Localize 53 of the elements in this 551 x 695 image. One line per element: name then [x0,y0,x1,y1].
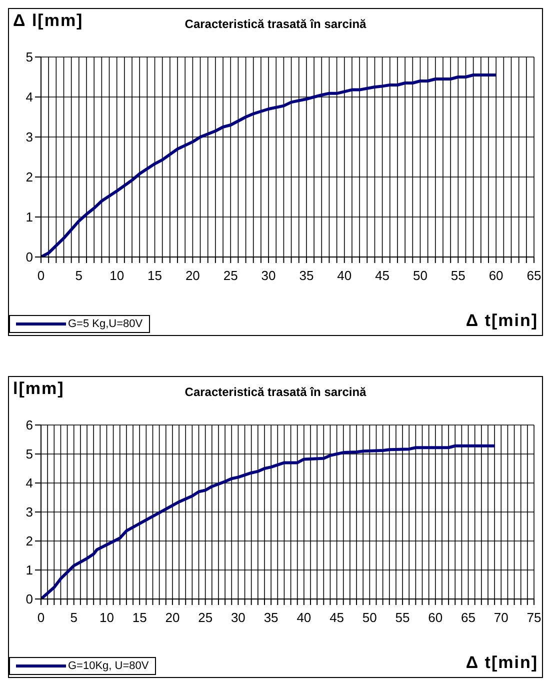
x-tick-label: 10 [100,610,114,626]
x-tick-label: 20 [185,268,200,284]
y-tick-label: 3 [26,130,33,145]
x-axis-title: Δ t[min] [466,653,538,673]
y-tick-label: 6 [26,418,33,433]
x-tick-label: 50 [362,610,377,626]
y-tick-label: 5 [26,446,33,462]
x-tick-label: 50 [412,268,428,284]
x-tick-label: 10 [110,268,124,284]
x-tick-label: 60 [428,610,443,626]
x-tick-label: 30 [230,610,246,626]
x-tick-label: 15 [132,610,147,626]
x-tick-label: 5 [70,610,78,626]
x-tick-label: 55 [395,610,410,626]
chart-title: Caracteristică trasată în sarcină [184,17,366,31]
y-tick-label: 5 [26,50,33,65]
line-series [41,444,496,599]
x-tick-label: 25 [223,268,238,284]
y-tick-label: 1 [26,562,33,578]
x-tick-label: 30 [261,268,276,284]
x-tick-label: 60 [488,268,504,284]
x-tick-label: 35 [264,610,278,626]
y-tick-label: 3 [26,504,33,520]
y-tick-label: 4 [26,476,33,491]
chart-title: Caracteristică trasată în sarcină [184,385,366,399]
legend-label: G=10Kg, U=80V [67,660,149,672]
x-tick-label: 40 [337,268,352,284]
x-tick-label: 15 [148,268,162,284]
x-tick-label: 40 [296,610,312,626]
x-tick-label: 0 [37,610,45,626]
y-tick-label: 1 [26,210,33,225]
line-series [41,74,498,257]
legend-label: G=5 Kg,U=80V [67,318,143,330]
x-tick-label: 65 [526,268,542,284]
y-tick-label: 0 [26,592,33,607]
y-axis-title: l[mm] [13,379,64,399]
x-tick-label: 5 [75,268,83,284]
x-tick-label: 75 [526,610,542,626]
x-tick-label: 55 [450,268,466,284]
x-tick-label: 45 [330,610,344,626]
y-tick-label: 0 [26,250,33,265]
x-tick-label: 20 [165,610,180,626]
x-tick-label: 0 [37,268,45,284]
y-axis-title: Δ l[mm] [13,11,84,31]
x-tick-label: 65 [461,610,476,626]
y-tick-label: 4 [26,90,33,105]
x-tick-label: 70 [494,610,508,626]
y-tick-label: 2 [26,170,33,185]
x-tick-label: 35 [299,268,314,284]
x-tick-label: 45 [375,268,390,284]
y-tick-label: 2 [26,534,33,549]
x-tick-label: 25 [198,610,213,626]
x-axis-title: Δ t[min] [466,311,538,331]
